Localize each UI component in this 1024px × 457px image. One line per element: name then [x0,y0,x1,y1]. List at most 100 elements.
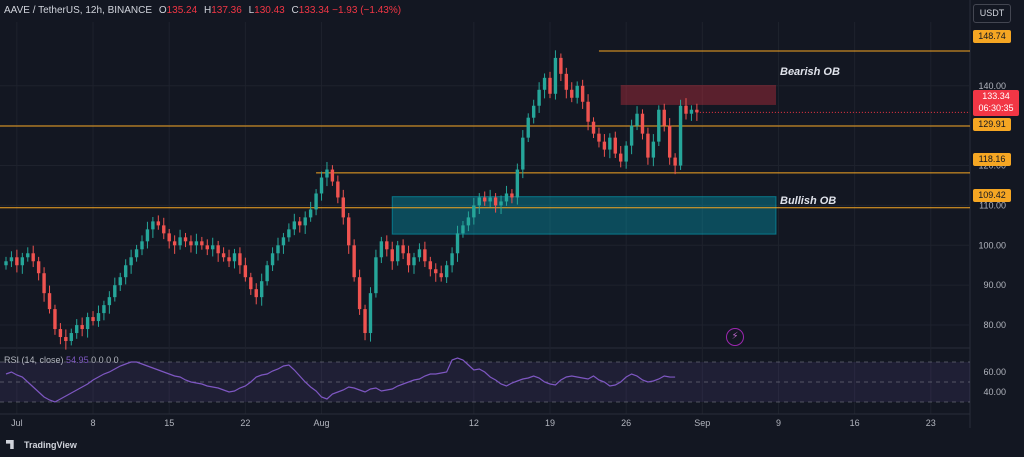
candle-body [178,237,182,246]
level-tag-129: 129.91 [973,118,1011,131]
candle-body [36,261,41,274]
candle-body [357,277,362,310]
candle-body [667,125,672,158]
candle-body [412,257,416,266]
rsi-value: 54.95 [66,355,89,365]
rsi-legend[interactable]: RSI (14, close) 54.95 0 0 0 0 [4,355,119,365]
symbol-name[interactable]: AAVE / TetherUS, 12h, BINANCE [4,5,153,16]
candle-body [450,253,454,266]
candle-body [553,57,558,94]
candle-body [428,261,433,270]
close-value: 133.34 [298,5,330,16]
candle-body [368,293,373,334]
low-value: 130.43 [254,5,285,16]
candle-body [434,269,438,274]
candle-body [118,277,122,286]
level-tag-148: 148.74 [973,30,1011,43]
high-value: 137.36 [211,5,242,16]
candle-body [26,253,30,258]
candle-body [330,169,335,182]
candle-body [4,261,8,266]
close-label: C [291,5,299,16]
open-label: O [158,5,167,16]
time-axis-label: Jul [11,418,23,428]
bearish-ob-label: Bearish OB [780,66,840,78]
rsi-line [5,357,676,403]
candle-body [183,237,188,242]
bullish-ob-label: Bullish OB [780,195,837,207]
candle-body [80,325,84,330]
price-axis-label: 80.00 [983,320,1006,330]
candle-body [390,249,394,262]
candle-body [91,317,95,322]
time-axis-label: 15 [164,418,174,428]
lightning-icon[interactable]: ⚡ [726,328,744,346]
candle-body [385,241,389,250]
candle-body [254,289,258,298]
candle-body [444,265,449,278]
level-tag-109: 109.42 [973,189,1011,202]
candle-body [575,85,579,98]
candle-body [200,241,204,246]
candle-body [281,237,286,246]
candle-body [75,325,79,334]
candle-body [472,205,476,218]
candle-body [417,249,422,258]
candle-body [336,181,340,198]
time-axis-label: 9 [776,418,781,428]
candle-body [559,57,563,74]
candle-body [58,329,63,338]
candle-body [308,209,313,218]
candle-body [635,113,639,126]
candle-body [232,253,237,262]
rsi-axis-label: 40.00 [983,387,1006,397]
candle-body [461,225,465,234]
rsi-axis-label: 60.00 [983,367,1006,377]
candle-body [238,253,242,266]
candle-body [249,277,253,290]
candle-body [319,177,324,194]
candle-body [172,241,177,246]
candle-body [510,193,514,198]
candle-body [162,225,166,234]
candle-body [493,197,498,206]
candle-body [216,245,220,254]
level-tag-118: 118.16 [973,153,1011,166]
candle-body [156,221,161,226]
logo-icon [6,440,14,449]
symbol-header: AAVE / TetherUS, 12h, BINANCE O135.24 H1… [4,5,401,16]
candle-body [548,77,552,94]
candle-body [689,109,694,114]
currency-unit-button[interactable]: USDT [973,4,1011,23]
candle-body [515,169,520,198]
candle-body [455,233,460,254]
candle-body [439,273,443,278]
candle-body [597,133,601,142]
candle-body [640,113,645,134]
time-axis-label: 8 [91,418,96,428]
tradingview-logo[interactable]: TradingView [6,440,77,450]
candle-body [15,257,19,266]
candle-body [483,197,487,202]
candle-body [64,337,68,342]
candle-body [352,245,356,278]
time-axis-label: 19 [545,418,555,428]
bullish-order-block [391,196,777,235]
open-value: 135.24 [166,5,198,16]
candle-body [570,89,574,98]
time-axis-label: 23 [926,418,936,428]
candle-body [287,229,291,238]
price-axis-label: 110.00 [979,200,1006,210]
candle-body [243,265,248,278]
price-axis-label: 140.00 [978,81,1006,91]
candle-body [379,241,384,258]
candle-body [423,249,427,262]
candle-body [69,333,73,342]
candle-body [303,217,307,226]
time-axis-label: Aug [314,418,330,428]
time-axis-label: 26 [621,418,631,428]
candle-body [9,257,14,262]
rsi-name: RSI (14, close) [4,355,64,365]
candle-body [325,169,329,178]
